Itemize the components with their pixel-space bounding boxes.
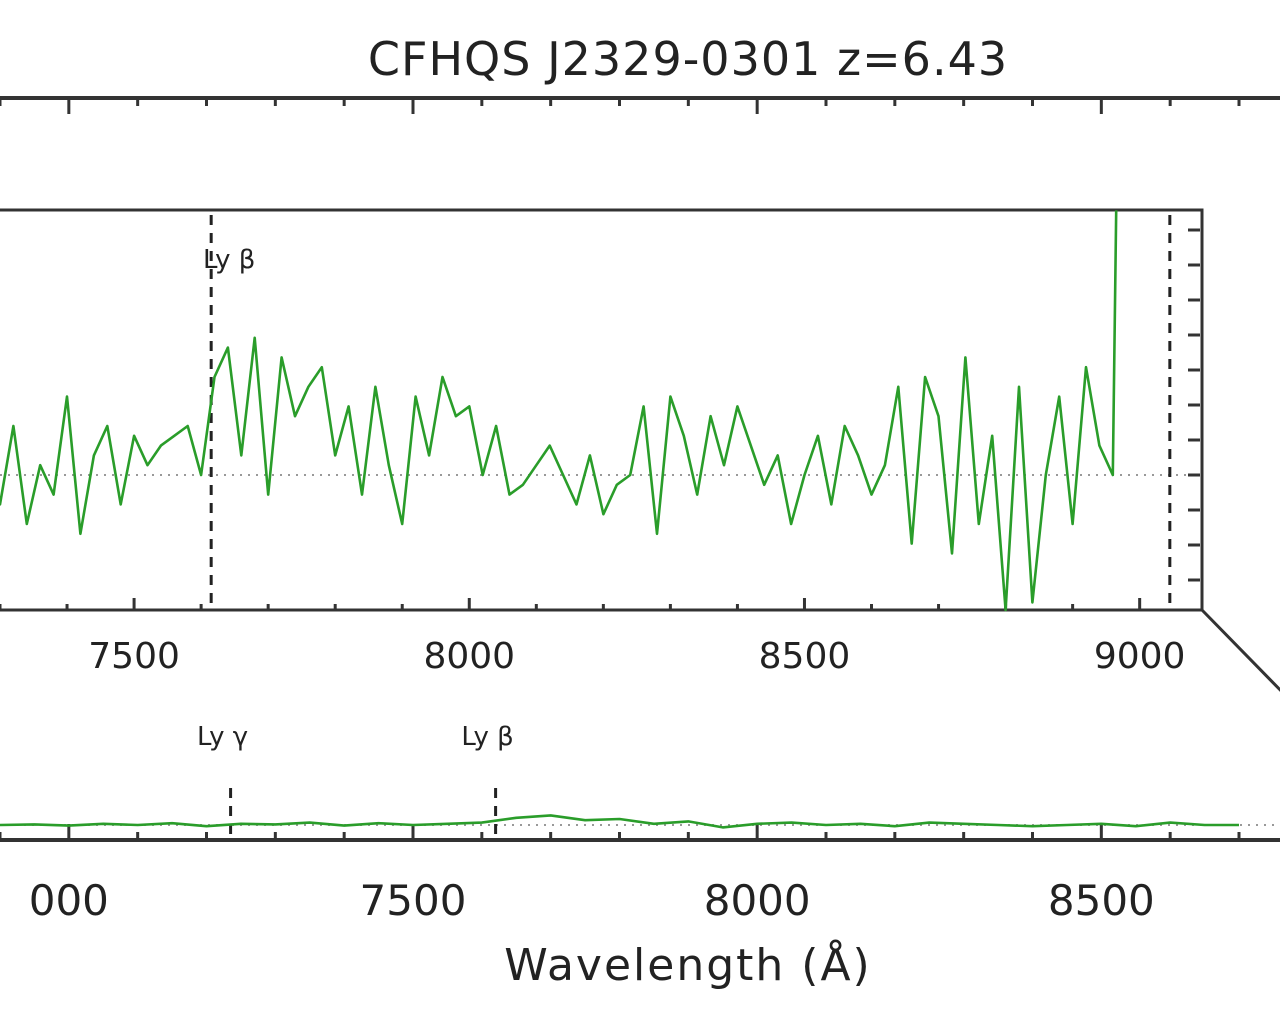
inset-line-label: Ly β [203,245,255,275]
inset-spectrum-line [0,210,1118,612]
main-x-tick-label: 8500 [1048,876,1155,925]
inset-connector-line [1200,608,1280,692]
main-panel: Ly γ Ly β 000 7500 8000 8500 Wavelength (Å) [0,96,1280,991]
main-panel-frame [0,96,1280,842]
main-x-tick-label: 8000 [704,876,811,925]
main-line-label: Ly γ [197,722,248,752]
main-x-tick-label: 7500 [360,876,467,925]
inset-x-tick-label: 7500 [88,636,180,677]
chart-title: CFHQS J2329-0301 z=6.43 [368,32,1008,86]
inset-frame [0,208,1204,612]
inset-x-tick-label: 9000 [1094,636,1186,677]
x-axis-label: Wavelength (Å) [504,938,871,991]
inset-x-tick-label: 8000 [423,636,515,677]
main-spectrum-line [0,814,1239,829]
inset-x-tick-label: 8500 [759,636,851,677]
main-line-label: Ly β [461,722,513,752]
main-x-tick-label: 000 [29,876,109,925]
